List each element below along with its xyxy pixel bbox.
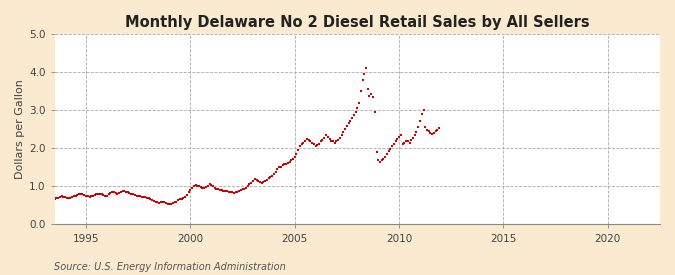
Text: Source: U.S. Energy Information Administration: Source: U.S. Energy Information Administ… — [54, 262, 286, 272]
Title: Monthly Delaware No 2 Diesel Retail Sales by All Sellers: Monthly Delaware No 2 Diesel Retail Sale… — [125, 15, 590, 30]
Y-axis label: Dollars per Gallon: Dollars per Gallon — [15, 79, 25, 179]
